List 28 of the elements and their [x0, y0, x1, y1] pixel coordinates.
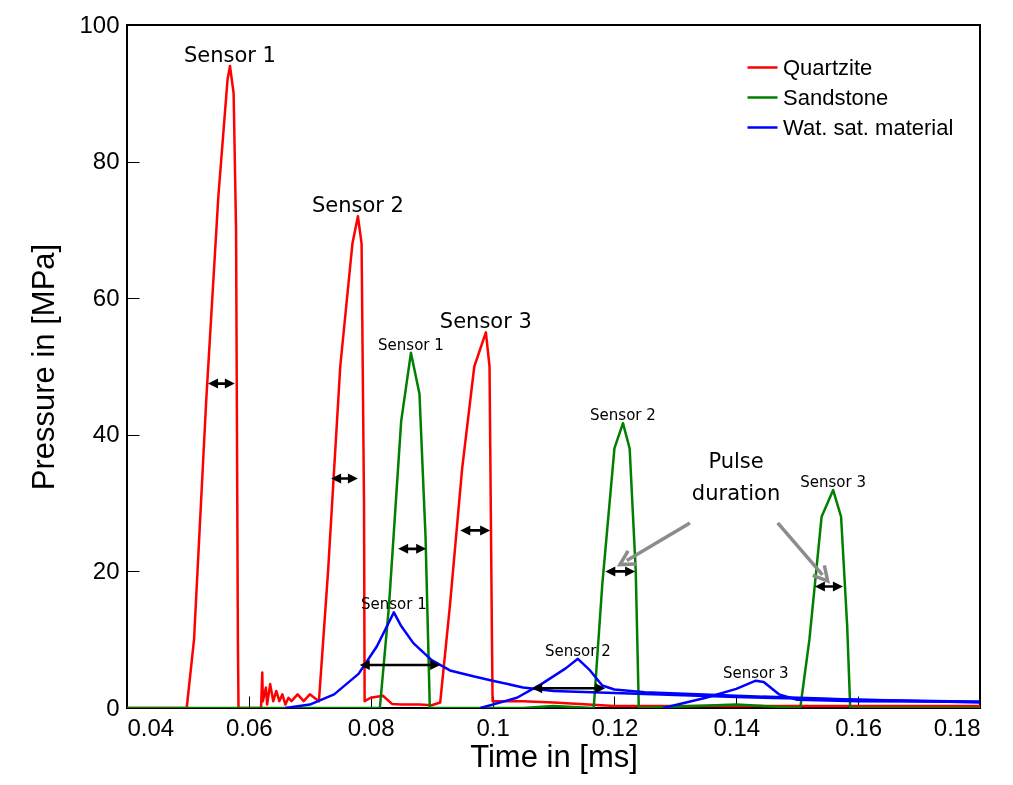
- legend-label: Quartzite: [783, 54, 873, 80]
- y-tick-label: 40: [92, 420, 120, 448]
- annotation: Sensor 1: [378, 335, 444, 354]
- annotation: Sensor 3: [800, 473, 867, 492]
- x-tick-label: 0.08: [347, 713, 395, 741]
- x-tick-label: 0.06: [226, 713, 273, 741]
- x-tick-label: 0.12: [591, 713, 639, 741]
- legend-label: Sandstone: [783, 84, 889, 110]
- y-tick-label: 80: [92, 147, 120, 175]
- y-tick-label: 60: [92, 283, 120, 311]
- y-tick-label: 20: [92, 556, 120, 584]
- annotation: Sensor 3: [439, 309, 532, 334]
- x-tick-label: 0.1: [476, 713, 510, 741]
- annotation: Sensor 1: [183, 42, 276, 67]
- x-axis-title: Time in [ms]: [470, 738, 638, 774]
- x-tick-label: 0.04: [127, 713, 175, 741]
- x-tick-label: 0.14: [713, 713, 761, 741]
- x-tick-label: 0.16: [835, 713, 882, 741]
- annotation: Pulse duration: [691, 449, 781, 506]
- annotation: Sensor 2: [311, 193, 404, 218]
- x-tick-label: 0.18: [933, 713, 981, 741]
- y-tick-label: 0: [106, 693, 120, 721]
- legend-label: Wat. sat. material: [783, 114, 954, 140]
- annotation: Sensor 3: [722, 663, 789, 682]
- annotation: Sensor 2: [590, 406, 656, 425]
- y-axis-title: Pressure in [MPa]: [26, 243, 62, 491]
- annotation: Sensor 2: [545, 641, 611, 660]
- y-tick-label: 100: [79, 10, 120, 38]
